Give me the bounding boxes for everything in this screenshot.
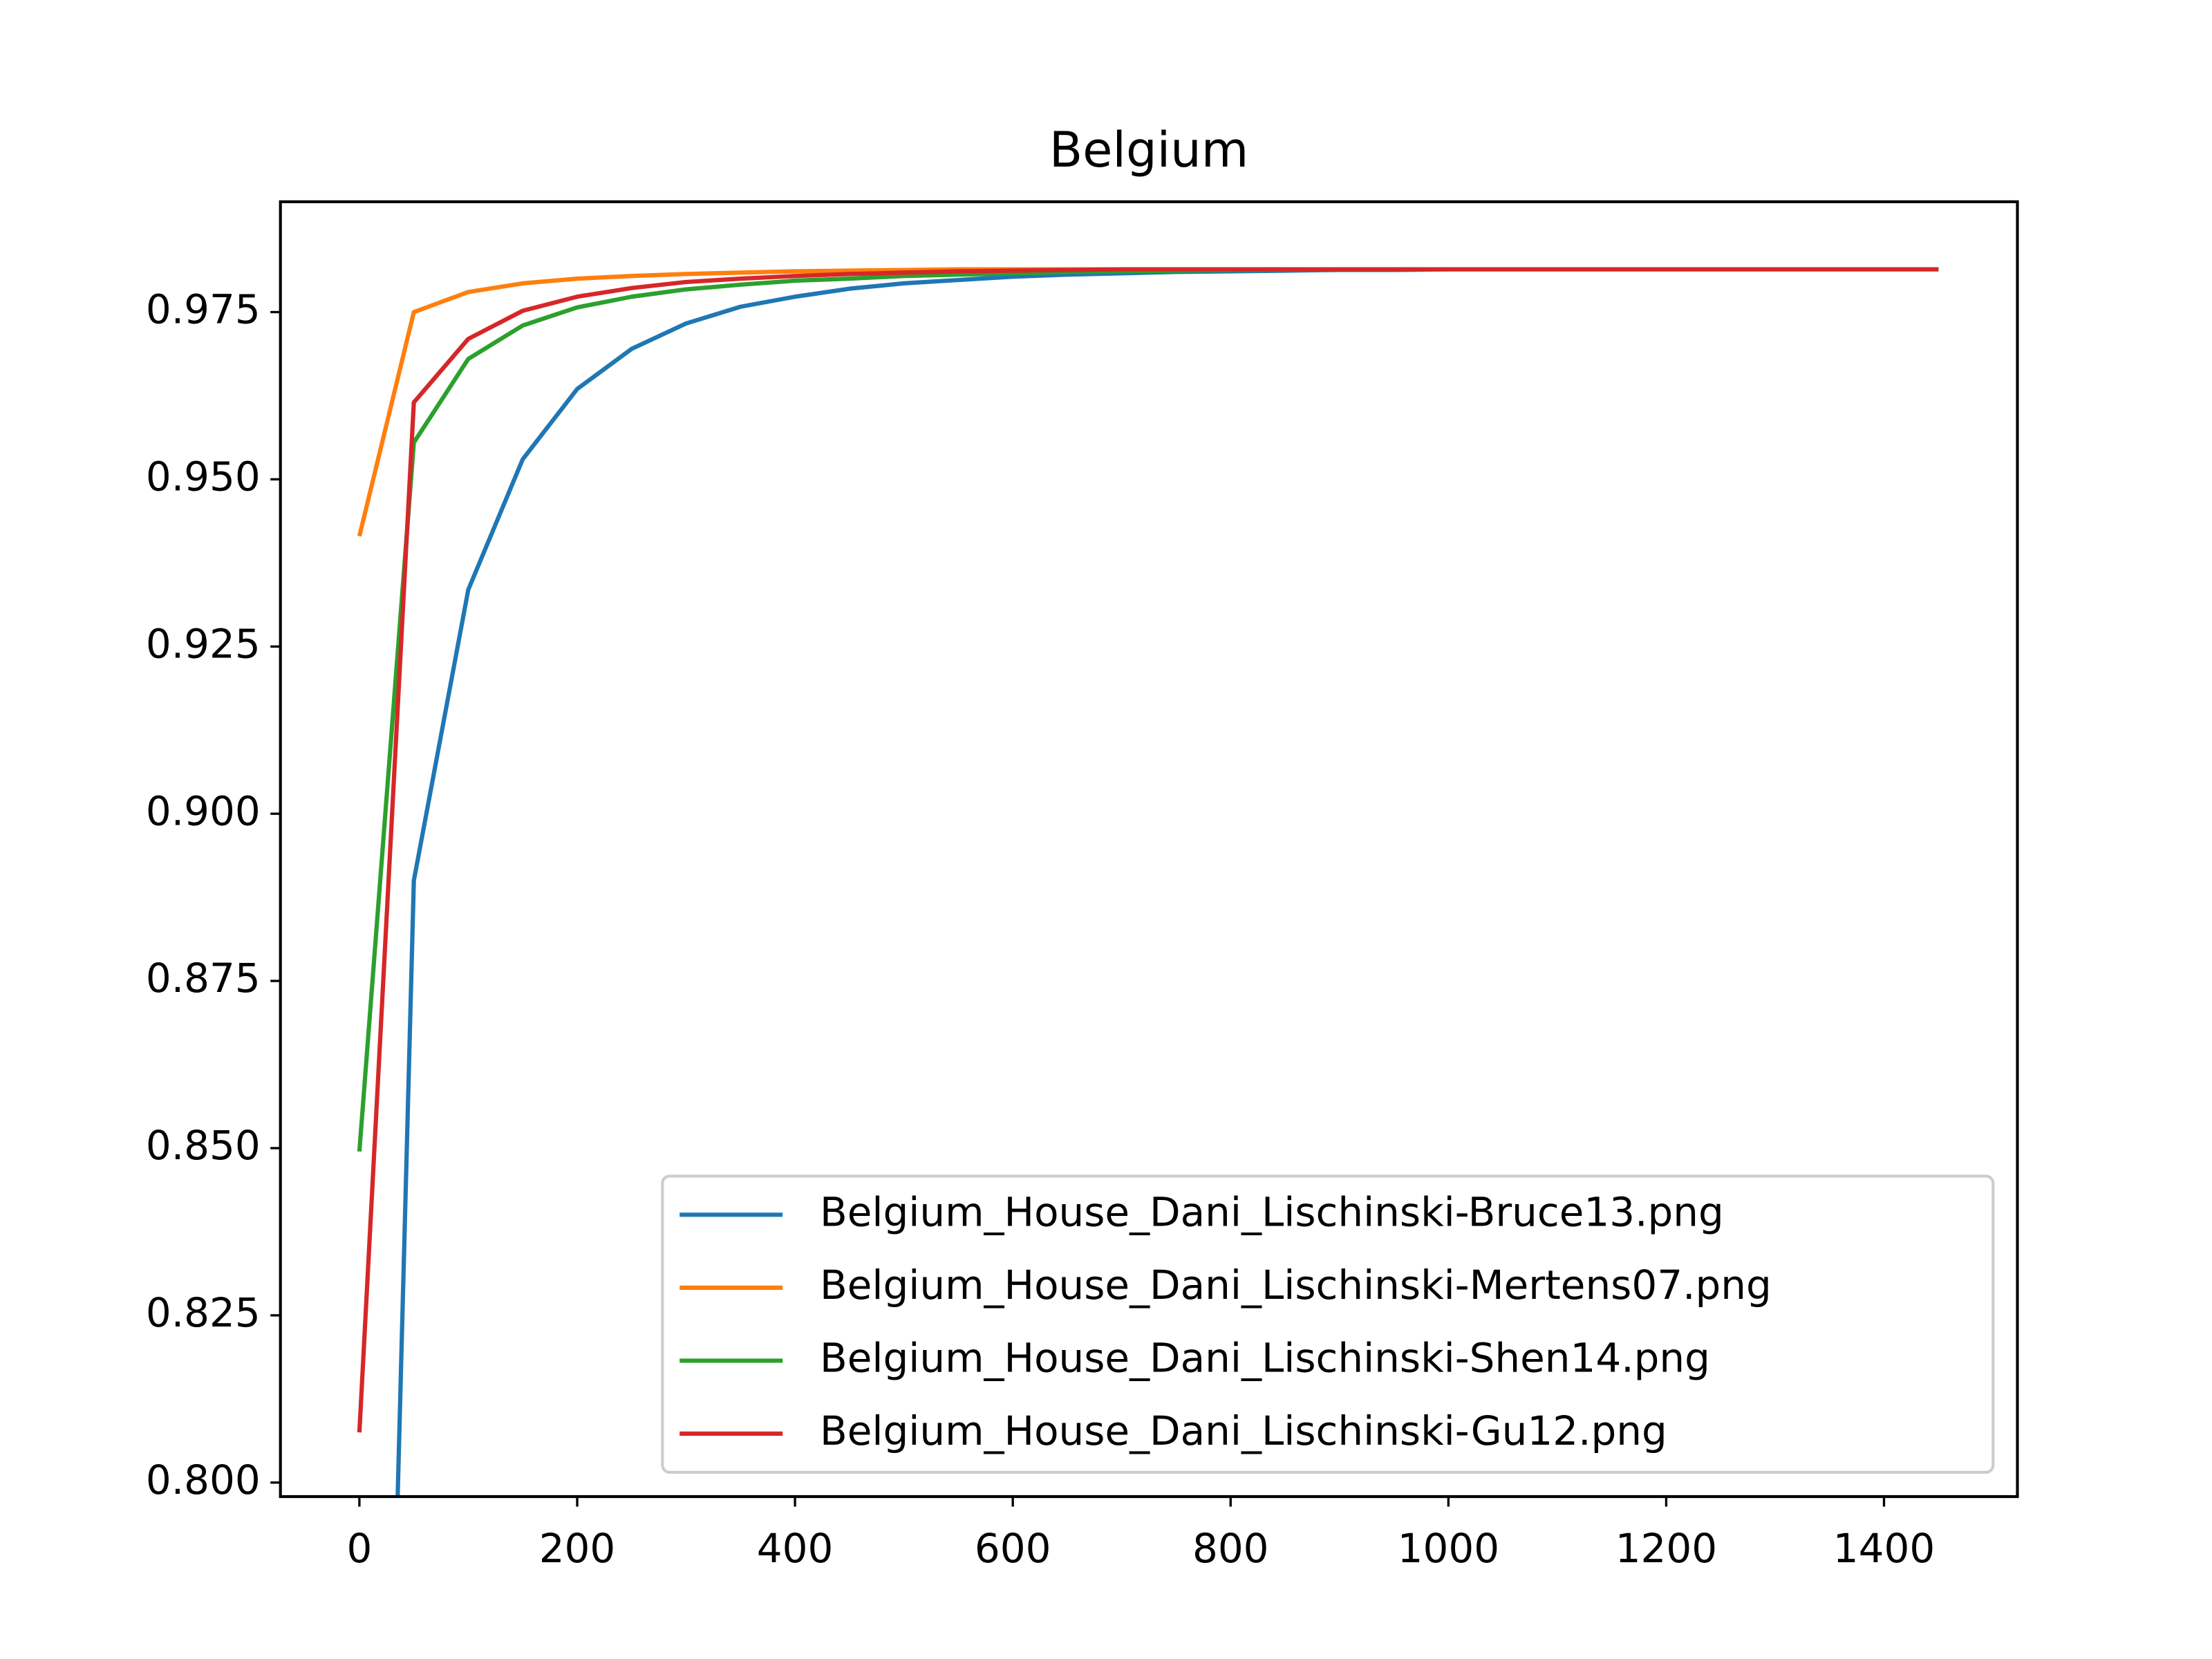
x-tick-label: 400 — [757, 1525, 834, 1572]
legend-label: Belgium_House_Dani_Lischinski-Shen14.png — [820, 1335, 1710, 1382]
x-tick-label: 800 — [1192, 1525, 1269, 1572]
legend-label: Belgium_House_Dani_Lischinski-Bruce13.pn… — [820, 1188, 1724, 1235]
y-tick-label: 0.825 — [146, 1289, 261, 1336]
chart-title: Belgium — [1049, 122, 1248, 178]
data-line — [357, 267, 1939, 1433]
x-tick-label: 200 — [539, 1525, 616, 1572]
legend-box — [661, 1174, 1995, 1474]
x-tick-label: 1200 — [1615, 1525, 1717, 1572]
x-tick-label: 600 — [975, 1525, 1051, 1572]
y-tick-label: 0.875 — [146, 955, 261, 1002]
y-tick-label: 0.975 — [146, 286, 261, 333]
axes-frame — [279, 200, 2019, 1499]
plot-area — [357, 267, 1939, 1497]
y-tick-label: 0.850 — [146, 1122, 261, 1169]
y-tick-label: 0.950 — [146, 453, 261, 500]
x-tick-label: 1400 — [1833, 1525, 1935, 1572]
y-tick-label: 0.925 — [146, 620, 261, 667]
y-tick-label: 0.800 — [146, 1456, 261, 1503]
legend-label: Belgium_House_Dani_Lischinski-Mertens07.… — [820, 1262, 1772, 1309]
x-tick-label: 1000 — [1398, 1525, 1499, 1572]
legend-label: Belgium_House_Dani_Lischinski-Gu12.png — [820, 1407, 1667, 1454]
y-tick-label: 0.900 — [146, 787, 261, 834]
x-tick-label: 0 — [346, 1525, 372, 1572]
